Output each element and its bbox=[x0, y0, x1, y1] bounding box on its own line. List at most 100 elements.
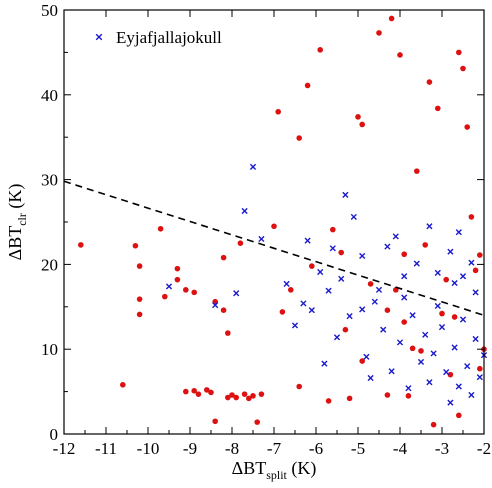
data-point-cross bbox=[401, 294, 408, 301]
data-point-circle bbox=[426, 79, 433, 85]
data-point-circle bbox=[136, 296, 143, 302]
data-point-circle bbox=[451, 314, 458, 320]
data-point-cross bbox=[241, 207, 248, 215]
data-point-cross bbox=[405, 385, 412, 392]
data-point-circle bbox=[174, 265, 181, 272]
data-point-circle bbox=[384, 392, 391, 398]
data-point-cross bbox=[308, 307, 315, 314]
data-point-cross bbox=[413, 260, 420, 267]
data-point-cross bbox=[300, 300, 307, 307]
data-point-cross bbox=[468, 259, 475, 266]
data-point-circle bbox=[195, 391, 202, 397]
data-point-circle bbox=[288, 287, 294, 293]
data-point-cross bbox=[451, 279, 458, 287]
x-tick-label: -4 bbox=[393, 439, 408, 458]
data-point-cross bbox=[455, 383, 462, 390]
data-point-cross bbox=[317, 268, 324, 276]
legend-label: Eyjafjallajokull bbox=[116, 28, 222, 47]
data-point-cross bbox=[346, 313, 353, 320]
data-point-circle bbox=[443, 276, 450, 283]
data-point-circle bbox=[330, 226, 336, 233]
data-point-circle bbox=[220, 307, 227, 313]
x-tick-label: -7 bbox=[267, 439, 282, 458]
data-point-circle bbox=[435, 105, 441, 112]
data-point-circle bbox=[472, 267, 479, 274]
x-tick-label: -6 bbox=[309, 439, 323, 458]
data-point-cross bbox=[472, 289, 479, 296]
data-point-cross bbox=[350, 213, 357, 221]
data-point-circle bbox=[359, 358, 366, 364]
x-tick-label: -12 bbox=[53, 439, 76, 458]
data-point-circle bbox=[241, 391, 248, 397]
data-point-cross bbox=[447, 399, 454, 406]
data-point-circle bbox=[204, 387, 210, 393]
data-point-cross bbox=[426, 223, 433, 230]
data-point-circle bbox=[237, 240, 244, 246]
data-point-circle bbox=[250, 393, 256, 399]
x-axis-title-main: ΔBT bbox=[232, 458, 267, 478]
data-point-circle bbox=[258, 391, 265, 397]
y-tick-label: 50 bbox=[41, 1, 58, 20]
y-axis-title-subscript: clr bbox=[15, 213, 29, 226]
data-point-cross bbox=[283, 280, 290, 287]
y-tick-label: 40 bbox=[41, 86, 58, 105]
data-point-circle bbox=[136, 311, 143, 318]
data-point-circle bbox=[460, 65, 466, 72]
data-point-circle bbox=[405, 393, 412, 399]
data-point-circle bbox=[414, 168, 420, 174]
data-point-cross bbox=[443, 369, 450, 376]
data-point-circle bbox=[225, 394, 231, 401]
data-point-circle bbox=[309, 263, 315, 269]
data-point-circle bbox=[355, 114, 361, 120]
data-point-circle bbox=[359, 121, 366, 128]
y-axis-title: ΔBTclr (K) bbox=[5, 184, 29, 261]
data-point-cross bbox=[476, 374, 483, 381]
data-point-circle bbox=[120, 382, 126, 388]
data-point-cross bbox=[447, 248, 454, 255]
data-point-circle bbox=[136, 263, 143, 269]
data-point-cross bbox=[455, 229, 462, 236]
data-point-cross bbox=[359, 252, 366, 260]
data-point-circle bbox=[409, 345, 416, 352]
data-point-circle bbox=[325, 398, 332, 404]
data-point-cross bbox=[426, 379, 433, 386]
y-axis-title-unit: (K) bbox=[5, 184, 26, 214]
data-point-cross bbox=[321, 360, 328, 367]
data-point-circle bbox=[296, 383, 303, 390]
data-point-circle bbox=[388, 15, 395, 22]
data-point-cross bbox=[434, 269, 441, 276]
data-point-circle bbox=[296, 135, 303, 141]
x-tick-label: -10 bbox=[137, 439, 160, 458]
data-point-circle bbox=[468, 214, 475, 220]
data-point-cross bbox=[367, 374, 374, 382]
data-point-circle bbox=[464, 124, 471, 130]
data-point-circle bbox=[191, 289, 197, 296]
data-point-circle bbox=[225, 330, 231, 336]
data-point-circle bbox=[157, 225, 164, 232]
data-point-cross bbox=[459, 316, 467, 323]
threshold-dashed-line bbox=[63, 180, 485, 317]
data-point-circle bbox=[275, 108, 282, 115]
data-point-cross bbox=[338, 275, 345, 282]
legend-marker-cross bbox=[95, 33, 103, 41]
data-point-cross bbox=[375, 286, 383, 293]
data-point-circle bbox=[246, 395, 252, 402]
data-point-circle bbox=[422, 242, 429, 248]
data-point-cross bbox=[249, 163, 257, 170]
x-axis-ticks: -12 -11 -10 -9 -8 -7 -6 -5 -4 -3 -2 bbox=[53, 10, 491, 458]
data-point-cross bbox=[304, 237, 311, 244]
data-point-cross bbox=[472, 335, 479, 343]
data-point-circle bbox=[212, 418, 218, 425]
data-point-cross bbox=[401, 273, 408, 280]
data-point-circle bbox=[162, 293, 168, 300]
y-tick-label: 30 bbox=[41, 171, 58, 190]
y-axis-ticks: 0 10 20 30 40 50 bbox=[41, 1, 484, 444]
data-point-cross bbox=[371, 298, 378, 305]
plot-frame bbox=[63, 9, 485, 435]
data-point-cross bbox=[464, 363, 471, 370]
data-point-cross bbox=[384, 243, 391, 250]
data-point-circle bbox=[183, 388, 189, 395]
data-point-cross bbox=[291, 322, 299, 329]
data-point-circle bbox=[477, 365, 483, 372]
